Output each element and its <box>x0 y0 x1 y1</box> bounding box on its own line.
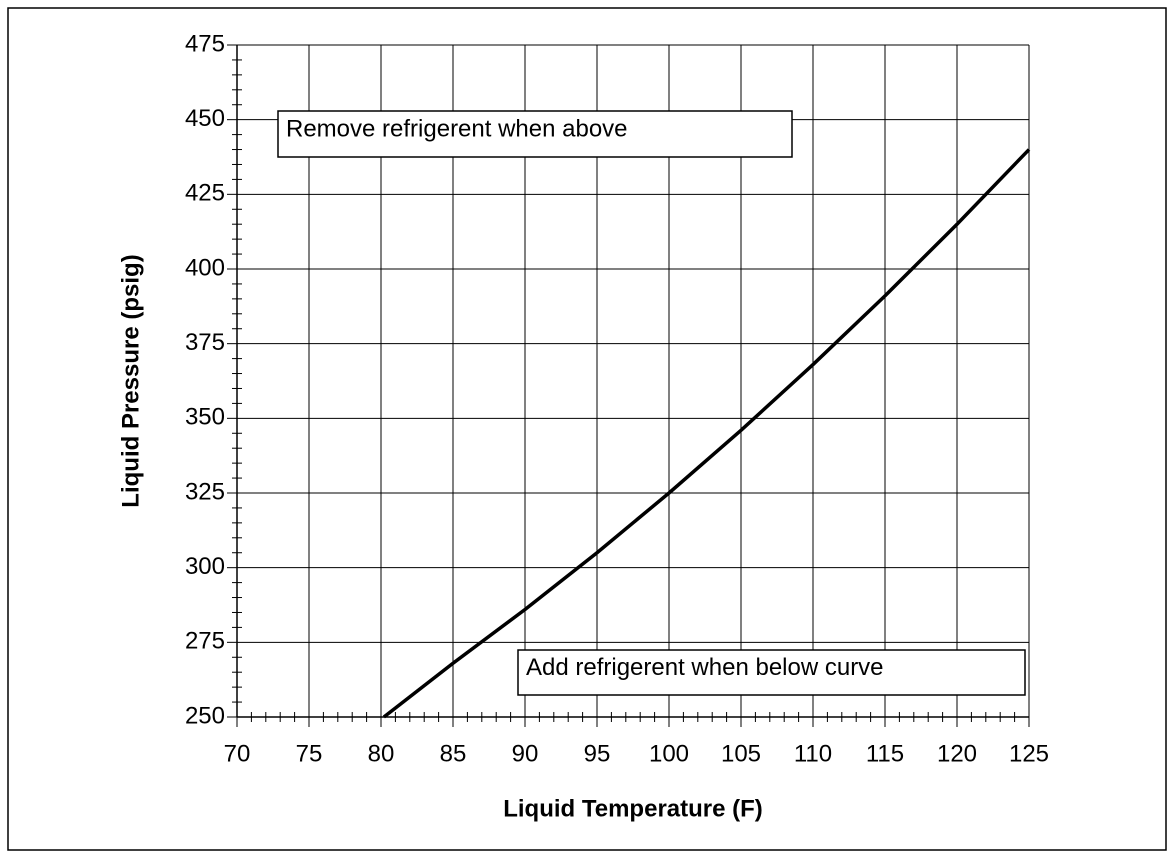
y-tick-label: 475 <box>185 30 225 57</box>
x-tick-label: 125 <box>1009 740 1049 767</box>
annotation: Add refrigerent when below curve <box>526 654 884 681</box>
x-tick-label: 115 <box>866 740 904 767</box>
x-tick-label: 85 <box>440 740 467 767</box>
y-tick-label: 250 <box>185 702 225 729</box>
x-tick-label: 95 <box>584 740 611 767</box>
x-tick-label: 100 <box>649 740 689 767</box>
y-tick-label: 450 <box>185 105 225 132</box>
x-tick-label: 105 <box>721 740 761 767</box>
line-series <box>382 148 1031 719</box>
y-tick-label: 425 <box>185 180 225 207</box>
x-tick-label: 110 <box>794 740 832 767</box>
y-tick-label: 300 <box>185 553 225 580</box>
x-tick-label: 80 <box>368 740 395 767</box>
y-tick-label: 375 <box>185 329 225 356</box>
y-axis-title: Liquid Pressure (psig) <box>117 254 144 507</box>
y-tick-label: 400 <box>185 254 225 281</box>
y-tick-label: 350 <box>185 404 225 431</box>
x-tick-label: 75 <box>296 740 323 767</box>
y-tick-label: 275 <box>185 628 225 655</box>
annotation-box <box>517 649 1026 696</box>
x-tick-label: 70 <box>224 740 251 767</box>
x-axis-title: Liquid Temperature (F) <box>503 795 763 822</box>
x-tick-label: 90 <box>512 740 539 767</box>
x-tick-label: 120 <box>937 740 977 767</box>
y-tick-label: 325 <box>185 478 225 505</box>
annotation-box <box>277 110 793 158</box>
annotation: Remove refrigerent when above <box>286 115 628 142</box>
